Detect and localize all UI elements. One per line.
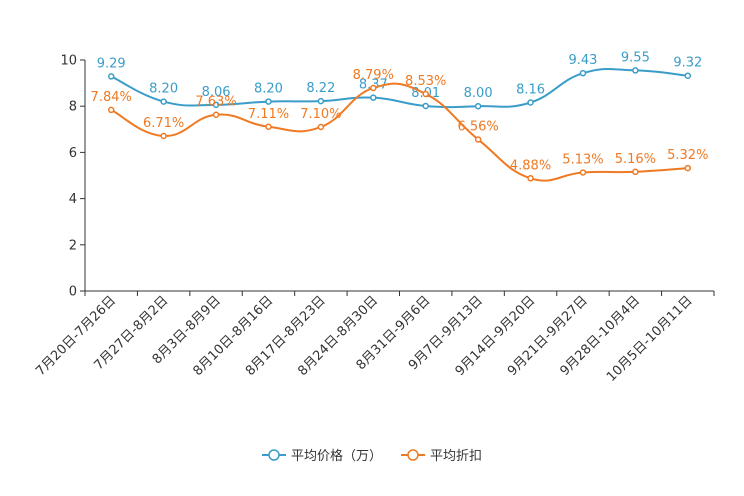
- data-label: 9.29: [97, 56, 126, 71]
- series-line: [110, 67, 688, 109]
- y-tick-label: 0: [69, 285, 77, 300]
- y-axis: 0 2 4 6 8 10: [60, 54, 86, 300]
- data-label: 7.10%: [300, 107, 341, 122]
- legend: 平均价格（万） 平均折扣: [262, 448, 482, 464]
- data-label: 4.88%: [510, 158, 551, 173]
- legend-swatch-marker: [268, 449, 280, 461]
- y-tick-label: 6: [69, 146, 77, 161]
- legend-label: 平均折扣: [430, 449, 482, 464]
- data-point: [579, 69, 587, 77]
- data-point: [317, 97, 325, 105]
- data-label: 8.16: [516, 83, 545, 98]
- legend-swatch-marker: [407, 449, 419, 461]
- data-label: 8.20: [254, 82, 283, 97]
- data-label: 5.13%: [562, 152, 603, 167]
- data-label: 8.06: [202, 85, 231, 100]
- y-tick-label: 10: [60, 54, 77, 69]
- data-point: [422, 90, 429, 98]
- legend-label: 平均价格（万）: [291, 448, 382, 464]
- data-label: 8.20: [149, 82, 178, 97]
- data-point: [474, 136, 482, 143]
- data-point: [370, 84, 377, 92]
- data-label: 8.79%: [353, 68, 394, 83]
- data-point: [370, 94, 377, 101]
- data-label: 7.63%: [195, 95, 236, 110]
- data-label: 5.32%: [667, 148, 708, 163]
- data-label: 8.00: [464, 86, 493, 101]
- x-axis: 7月20日-7月26日7月27日-8月2日8月3日-8月9日8月10日-8月16…: [33, 290, 715, 385]
- y-tick-label: 4: [69, 192, 77, 207]
- legend-item-1: 平均折扣: [401, 449, 482, 464]
- data-label: 8.22: [306, 81, 335, 96]
- data-point: [474, 102, 482, 110]
- data-label: 5.16%: [615, 152, 656, 167]
- series-0: 9.298.208.068.208.228.378.018.008.169.43…: [97, 50, 702, 110]
- legend-item-0: 平均价格（万）: [262, 448, 382, 464]
- data-label: 6.56%: [457, 119, 498, 134]
- data-point: [632, 168, 639, 176]
- data-label: 9.32: [673, 56, 702, 71]
- data-point: [317, 123, 325, 131]
- data-point: [684, 72, 692, 79]
- data-point: [107, 73, 115, 80]
- data-point: [422, 102, 429, 110]
- data-point: [212, 111, 220, 118]
- data-label: 9.55: [621, 50, 650, 65]
- data-point: [265, 98, 272, 105]
- data-label: 6.71%: [143, 116, 184, 131]
- data-point: [107, 106, 115, 114]
- series-1: 7.84% 6.71% 7.63% 7.11% 7.10% 8.79% 8.53% 6.56%…: [91, 68, 708, 182]
- data-point: [265, 123, 272, 131]
- data-label: 7.84%: [91, 90, 132, 105]
- data-point: [527, 99, 534, 106]
- y-tick-label: 2: [69, 238, 77, 253]
- data-label: 7.11%: [248, 107, 289, 122]
- data-label: 9.43: [568, 53, 597, 68]
- data-point: [160, 132, 167, 140]
- data-point: [579, 169, 587, 176]
- data-point: [684, 164, 692, 172]
- data-label: 8.53%: [405, 74, 446, 89]
- series-layer: 9.298.208.068.208.228.378.018.008.169.43…: [91, 50, 708, 182]
- data-point: [160, 98, 167, 105]
- data-point: [632, 67, 639, 74]
- data-point: [212, 101, 220, 109]
- data-point: [527, 175, 534, 182]
- y-tick-label: 8: [69, 100, 77, 115]
